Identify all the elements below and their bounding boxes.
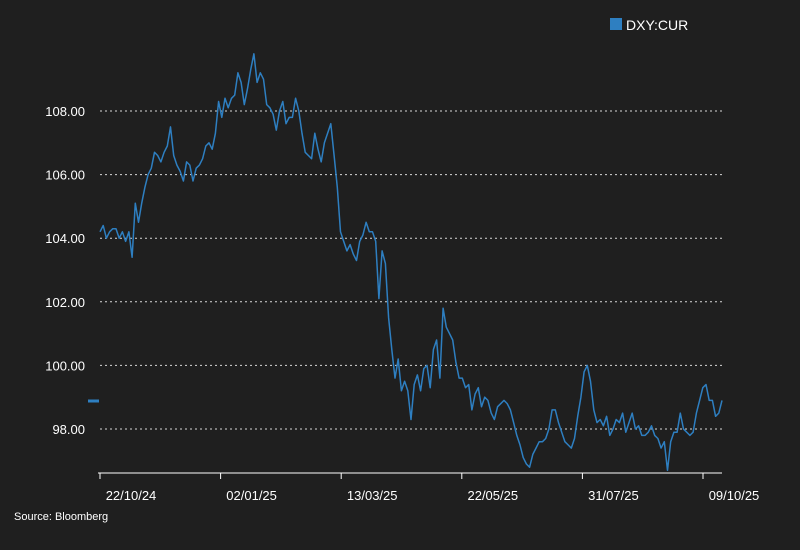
series-layer — [99, 53, 723, 472]
x-tick-label: 22/10/24 — [106, 488, 157, 503]
x-tick-label: 09/10/25 — [709, 488, 760, 503]
y-tick-label: 108.00 — [45, 104, 85, 119]
x-axis: 22/10/24 02/01/25 13/03/25 22/05/25 31/07/25… — [98, 472, 760, 503]
y-tick-label: 102.00 — [45, 295, 85, 310]
y-tick-label: 100.00 — [45, 358, 85, 373]
x-tick-label: 22/05/25 — [467, 488, 518, 503]
y-tick-label: 106.00 — [45, 168, 85, 183]
y-axis: 98.00 100.00 102.00 104.00 106.00 108.00 — [45, 104, 85, 437]
y-tick-label: 104.00 — [45, 231, 85, 246]
y-tick-label: 98.00 — [52, 422, 85, 437]
source-note: Source: Bloomberg — [14, 511, 109, 523]
grid-layer — [100, 110, 722, 430]
legend: DXY:CUR — [610, 17, 688, 33]
x-tick-label: 02/01/25 — [226, 488, 277, 503]
legend-label: DXY:CUR — [626, 17, 688, 33]
x-tick-label: 13/03/25 — [347, 488, 398, 503]
series-line-dxy — [99, 53, 723, 472]
x-tick-label: 31/07/25 — [588, 488, 639, 503]
legend-swatch — [610, 18, 622, 30]
